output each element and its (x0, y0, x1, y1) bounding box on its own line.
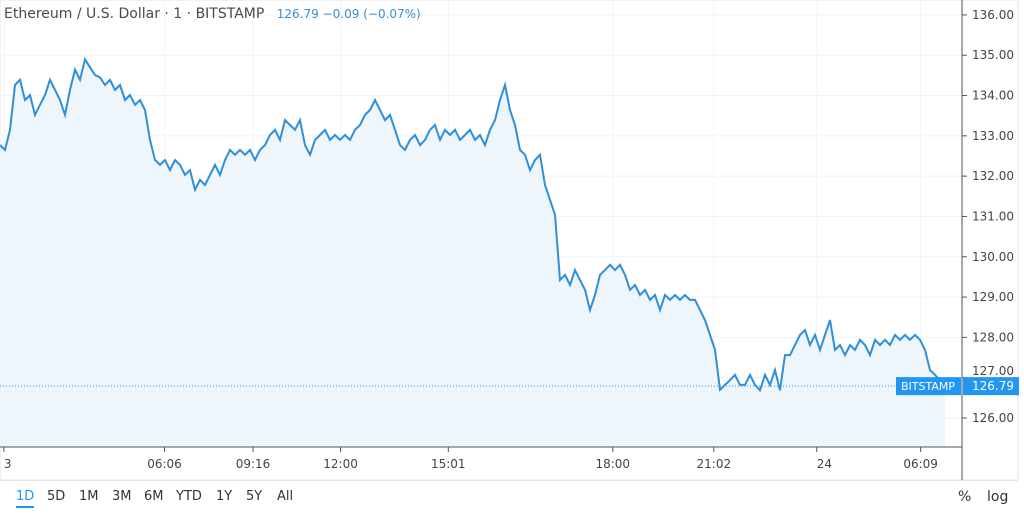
y-tick-label: 128.00 (972, 330, 1014, 344)
price-change: −0.09 (322, 7, 360, 21)
last-price: 126.79 (276, 7, 319, 21)
y-tick-label: 126.00 (972, 411, 1014, 425)
last-price-value: 126.79 (972, 379, 1014, 393)
x-tick-label: 3 (4, 457, 12, 471)
time-axis[interactable]: 3 06:06 09:16 12:00 15:01 18:00 21:02 24 06:09 (0, 446, 962, 471)
price-axis[interactable]: 126.00 127.00 128.00 129.00 130.00 131.00 132.… (961, 0, 1014, 480)
y-tick-label: 136.00 (972, 8, 1014, 22)
price-chart[interactable]: 126.00 127.00 128.00 129.00 130.00 131.00 132.… (0, 0, 1024, 480)
y-tick-label: 135.00 (972, 48, 1014, 62)
range-5d[interactable]: 5D (47, 489, 66, 504)
x-tick-label: 18:00 (595, 457, 630, 471)
y-tick-label: 131.00 (972, 209, 1014, 223)
last-price-label: BITSTAMP 126.79 (0, 377, 1019, 396)
exchange-label-bg (896, 377, 961, 396)
x-tick-label: 12:00 (323, 457, 358, 471)
x-tick-label: 15:01 (431, 457, 466, 471)
range-1m[interactable]: 1M (79, 489, 99, 504)
range-5y[interactable]: 5Y (246, 489, 263, 504)
x-tick-label: 24 (817, 457, 832, 471)
y-tick-label: 133.00 (972, 129, 1014, 143)
exchange-label: BITSTAMP (901, 380, 955, 393)
y-tick-label: 129.00 (972, 290, 1014, 304)
log-scale-toggle[interactable]: log (987, 489, 1009, 505)
chart-border (0, 0, 1019, 480)
symbol-title: Ethereum / U.S. Dollar · 1 · BITSTAMP (4, 6, 265, 22)
symbol-legend: Ethereum / U.S. Dollar · 1 · BITSTAMP 12… (4, 6, 421, 22)
x-tick-label: 06:06 (147, 457, 182, 471)
range-ytd[interactable]: YTD (176, 489, 202, 504)
last-price-bg (963, 377, 1019, 396)
y-tick-label: 127.00 (972, 364, 1014, 378)
range-1y[interactable]: 1Y (216, 489, 233, 504)
y-tick-label: 134.00 (972, 89, 1014, 103)
price-area-fill (0, 59, 945, 448)
range-6m[interactable]: 6M (144, 489, 164, 504)
price-line (0, 56, 946, 393)
percent-scale-toggle[interactable]: % (958, 489, 972, 505)
bottom-toolbar: 1D 5D 1M 3M 6M YTD 1Y 5Y All % log (0, 480, 1018, 515)
y-tick-label: 130.00 (972, 250, 1014, 264)
range-all[interactable]: All (277, 489, 294, 504)
x-tick-label: 09:16 (236, 457, 271, 471)
x-tick-label: 21:02 (697, 457, 732, 471)
x-tick-label: 06:09 (903, 457, 938, 471)
range-1d[interactable]: 1D (16, 489, 35, 508)
y-tick-label: 132.00 (972, 169, 1014, 183)
price-change-pct: (−0.07%) (363, 7, 421, 21)
range-3m[interactable]: 3M (112, 489, 132, 504)
